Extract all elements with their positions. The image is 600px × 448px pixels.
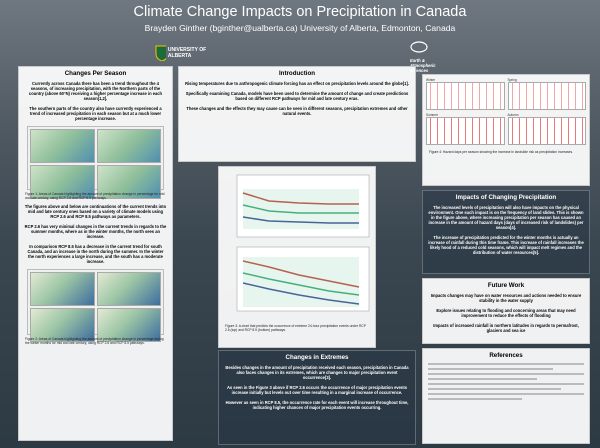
eas-logo: Earth & Atmospheric Sciences — [410, 40, 470, 73]
map — [96, 129, 161, 163]
subplot-label: Autumn — [507, 113, 519, 117]
paragraph: The southern parts of the country also h… — [29, 106, 162, 121]
department: Earth & Atmospheric Sciences — [410, 58, 436, 73]
section-title: Changes Per Season — [64, 70, 127, 77]
list-item: Impacts of increased rainfall in norther… — [433, 323, 579, 333]
caption: Figure 4: Hazard days per season showing… — [429, 150, 574, 154]
map — [30, 129, 95, 163]
map — [30, 308, 95, 342]
map — [30, 272, 95, 306]
figure-1 — [27, 126, 164, 199]
intro-panel: Introduction Rising temperatures due to … — [178, 66, 416, 162]
figure-4-panel: Winter Spring Summer Autumn Figure 4: Ha… — [422, 74, 590, 186]
reference-lines — [428, 363, 584, 400]
seasons-panel: Changes Per Season Currently across Cana… — [18, 66, 173, 441]
chart-top — [236, 174, 370, 238]
future-work-list: Impacts changes may have on water resour… — [423, 293, 589, 333]
section-title: Future Work — [487, 282, 525, 289]
paragraph: In comparison RCP 8.5 has a decrease in … — [27, 244, 164, 264]
paragraph: However as seen in RCP 8.5, the occurren… — [225, 400, 409, 410]
chart-bottom — [236, 246, 370, 312]
paragraph: The figures above and below are continua… — [24, 204, 167, 219]
subplot-label: Summer — [426, 113, 439, 117]
map — [96, 272, 161, 306]
paragraph: Besides changes in the amount of precipi… — [225, 365, 409, 380]
section-title: Introduction — [278, 70, 316, 77]
impacts-panel: Impacts of Changing Precipitation The in… — [422, 190, 590, 274]
paragraph: These changes and the effects they may c… — [186, 106, 408, 116]
map — [96, 308, 161, 342]
paragraph: RCP 2.6 has very minimal changes in the … — [24, 224, 167, 239]
subplot-label: Spring — [507, 78, 517, 82]
paragraph: As seen in the Figure 3 above if RCP 2.6… — [226, 385, 408, 395]
subplot: Summer — [426, 113, 505, 145]
paragraph: The increase of precipitation predicted … — [428, 235, 584, 255]
subplot-label: Winter — [426, 78, 436, 82]
subplot: Winter — [426, 78, 505, 110]
figure-4: Winter Spring Summer Autumn — [423, 75, 589, 148]
section-title: Impacts of Changing Precipitation — [455, 194, 557, 201]
plot — [426, 82, 505, 110]
caption: Figure 3: A chart that predicts the occu… — [225, 324, 366, 332]
poster-title: Climate Change Impacts on Precipitation … — [133, 4, 467, 20]
plot — [507, 82, 586, 110]
references-panel: References — [422, 348, 590, 444]
section-title: References — [489, 352, 523, 359]
figure-3 — [236, 174, 370, 312]
eas-mark — [410, 41, 428, 53]
future-work-panel: Future Work Impacts changes may have on … — [422, 278, 590, 344]
extremes-panel: Changes in Extremes Besides changes in t… — [218, 350, 416, 445]
section-title: Changes in Extremes — [285, 354, 349, 361]
map — [30, 165, 95, 199]
university-name: UNIVERSITY OF ALBERTA — [167, 47, 207, 59]
ualberta-logo: UNIVERSITY OF ALBERTA — [155, 44, 217, 62]
plot — [426, 117, 505, 145]
subplot: Autumn — [507, 113, 586, 145]
figure-3-panel: Figure 3: A chart that predicts the occu… — [218, 166, 376, 348]
caption: Figure 1: Areas of Canada highlighting t… — [25, 192, 165, 200]
subplot: Spring — [507, 78, 586, 110]
caption: Figure 2: Areas of Canada highlighting t… — [25, 337, 164, 345]
paragraph: Specifically examining Canada, models ha… — [185, 91, 409, 101]
paragraph: The increased levels of precipitation wi… — [428, 205, 584, 230]
figure-2 — [27, 269, 164, 342]
authors: Brayden Ginther (bginther@ualberta.ca) U… — [144, 23, 456, 33]
paragraph: Currently across Canada there has been a… — [28, 81, 163, 101]
crest — [155, 45, 166, 61]
paragraph: Rising temperatures due to anthropogenic… — [185, 81, 409, 86]
plot — [507, 117, 586, 145]
list-item: Impacts changes may have on water resour… — [430, 293, 582, 303]
map — [96, 165, 161, 199]
list-item: Explore issues relating to flooding and … — [436, 308, 576, 318]
